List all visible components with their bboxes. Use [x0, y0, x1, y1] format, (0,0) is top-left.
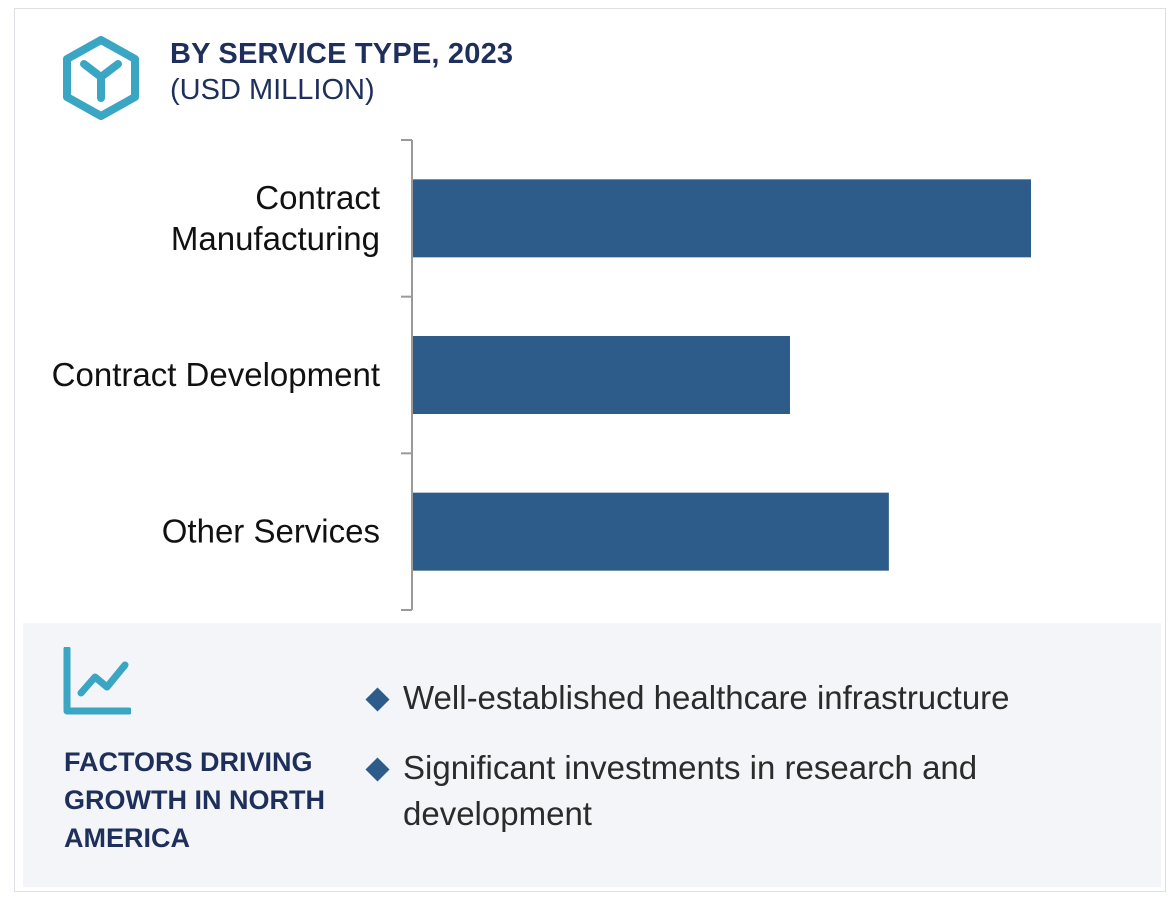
chart-title: BY SERVICE TYPE, 2023	[170, 38, 514, 70]
bar-contract-development	[413, 336, 790, 414]
factor-item: Well-established healthcare infrastructu…	[365, 675, 1099, 721]
chart-subtitle: (USD MILLION)	[170, 74, 375, 106]
trend-line-chart-icon	[63, 647, 131, 715]
category-label: Contract Development	[52, 356, 380, 393]
bar-contract-manufacturing	[413, 179, 1031, 258]
category-label: Other Services	[162, 513, 380, 550]
factor-item: Significant investments in research and …	[365, 745, 1099, 837]
bar-chart: Contract Manufacturing Contract Developmen…	[52, 139, 1031, 611]
bar-other-services	[413, 492, 889, 571]
y-hexagon-logo-icon	[63, 36, 139, 120]
diamond-bullet-icon	[365, 757, 390, 782]
factors-panel: FACTORS DRIVING GROWTH IN NORTH AMERICA …	[23, 623, 1161, 887]
diamond-bullet-icon	[365, 687, 390, 712]
factor-text: Well-established healthcare infrastructu…	[403, 679, 1010, 716]
category-label: Contract Manufacturing	[171, 179, 380, 257]
factor-text: Significant investments in research and …	[403, 749, 978, 832]
factors-title: FACTORS DRIVING GROWTH IN NORTH AMERICA	[64, 747, 325, 853]
